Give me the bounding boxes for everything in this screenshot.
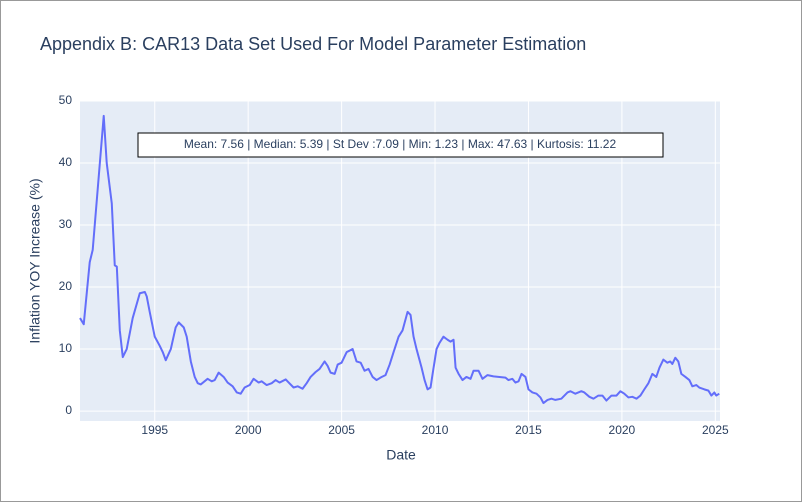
data-line [79,114,720,405]
y-axis-label: Inflation YOY Increase (%) [27,178,43,343]
x-tick-label: 2005 [328,423,355,437]
chart-title: Appendix B: CAR13 Data Set Used For Mode… [40,34,586,54]
x-tick-label: 1995 [141,423,168,437]
x-tick-label: 2000 [235,423,262,437]
x-tick-label: 2025 [702,423,729,437]
y-tick-label: 30 [59,217,73,231]
y-tick-label: 0 [65,403,72,417]
y-tick-label: 20 [59,279,73,293]
y-tick-label: 10 [59,341,73,355]
x-tick-label: 2015 [515,423,542,437]
annotation-box [137,132,664,158]
y-tick-label: 50 [59,93,73,107]
y-tick-label: 40 [59,155,73,169]
annotation: Mean: 7.56 | Median: 5.39 | St Dev :7.09… [184,137,617,151]
x-tick-label: 2010 [422,423,449,437]
x-axis-label: Date [386,447,416,463]
x-tick-label: 2020 [609,423,636,437]
marks [79,114,720,405]
